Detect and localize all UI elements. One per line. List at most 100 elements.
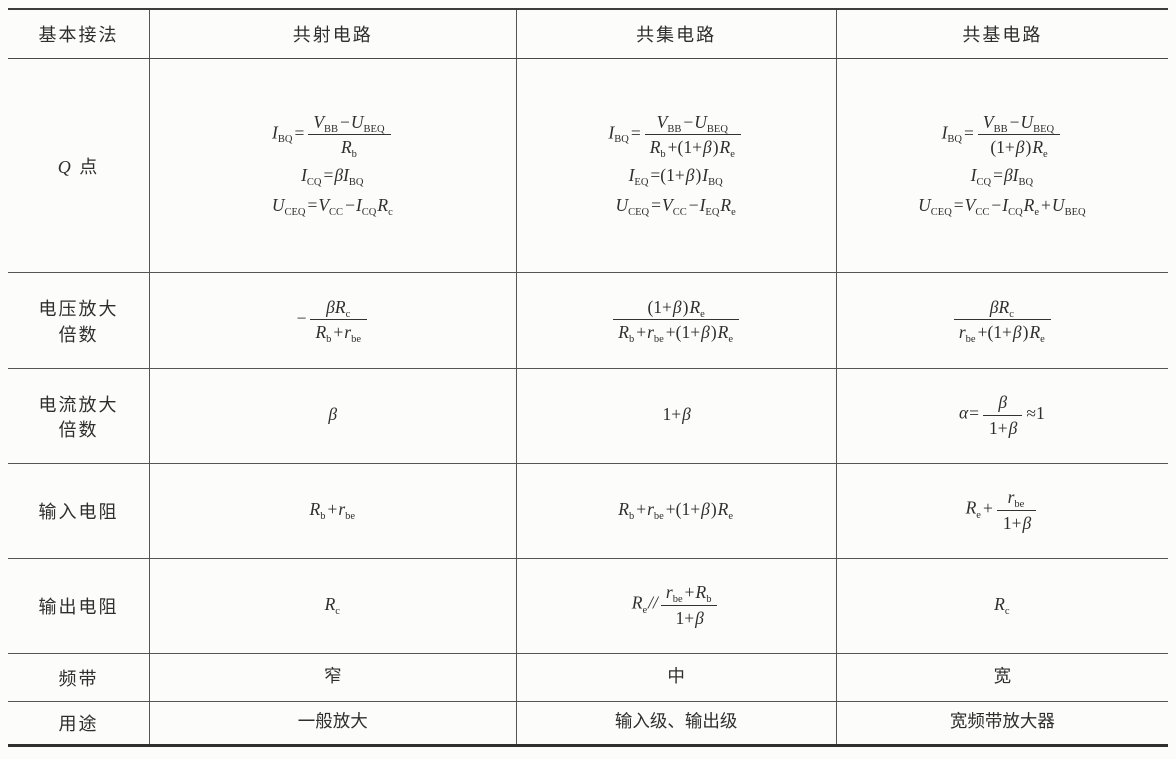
formula-token: β [334, 165, 344, 186]
formula-token: + [636, 322, 647, 342]
formula-token: + [1041, 195, 1051, 216]
formula-cell: Rb +rbe +(1+β)Re [516, 463, 837, 559]
formula-token: R [717, 322, 729, 342]
subscript: EQ [705, 206, 720, 218]
formula-token: U [694, 112, 707, 132]
formula-token: r [665, 582, 673, 603]
subscript: c [345, 308, 351, 320]
formula-token: 宽频带放大器 [949, 711, 1055, 732]
fraction: (1+β)Re Rb +rbe +(1+β)Re [613, 296, 740, 345]
formula-token: U [271, 195, 285, 216]
subscript: be [345, 510, 356, 522]
formula-token: ) [695, 165, 702, 186]
fraction: VBB −UBEQ Rb +(1+β)Re [644, 112, 741, 160]
formula-cell: Re//rbe +Rb 1+β [516, 558, 837, 654]
formula-token: R [334, 296, 346, 317]
formula-token: = [964, 122, 974, 143]
formula-token: 输入级、输出级 [614, 711, 738, 732]
row-label: 输入电阻 [8, 463, 151, 559]
formula-token: β [701, 499, 710, 520]
formula-token: V [656, 112, 668, 132]
formula-token: V [982, 112, 994, 132]
formula-token: ≈1 [1026, 403, 1045, 424]
subscript: BB [324, 123, 339, 135]
formula-token: = [969, 403, 980, 424]
row-label: 电压放大 倍数 [8, 272, 151, 369]
formula-token: β [701, 322, 710, 342]
subscript: CEQ [628, 206, 650, 218]
formula-cell: Rc [836, 559, 1168, 654]
formula-token: β [328, 404, 338, 425]
subscript: CQ [976, 176, 992, 188]
formula-token: R [965, 498, 977, 519]
formula-token: ) [1022, 322, 1029, 342]
formula-token: 倍数 [58, 420, 99, 440]
formula-token: I [699, 195, 706, 216]
formula-token: V [318, 195, 330, 216]
formula-token: V [964, 195, 976, 216]
formula-token: R [315, 322, 327, 342]
row-label: Q 点 [8, 58, 151, 273]
formula-token: = [307, 195, 318, 216]
formula-token: β [1015, 137, 1025, 158]
formula-token: I [608, 122, 615, 143]
formula-token: − [340, 112, 350, 132]
formula-token: r [958, 322, 966, 342]
formula-token: β [326, 296, 335, 317]
formula-token: 1+ [675, 607, 695, 628]
subscript: BEQ [1033, 123, 1055, 135]
formula-token: 宽 [993, 665, 1012, 686]
formula-token: 电压放大 [38, 299, 119, 319]
formula-token: =(1+ [650, 165, 685, 186]
subscript: BQ [277, 134, 293, 146]
subscript: CQ [306, 176, 322, 188]
formula-token: β [998, 392, 1008, 413]
subscript: BQ [708, 176, 723, 188]
table-row: 输入电阻 Rb +rbe Rb +rbe +(1+β)Re Re + rbe 1+β [8, 463, 1168, 559]
subscript: BQ [1018, 176, 1034, 188]
formula-token: β [685, 165, 695, 186]
subscript: e [1040, 333, 1045, 345]
subscript: CQ [1008, 206, 1023, 218]
formula-token: β [702, 137, 712, 158]
formula-token: 输出电阻 [38, 597, 119, 618]
fraction: rbe 1+β [996, 487, 1037, 533]
subscript: be [653, 333, 664, 345]
formula-token: I [355, 195, 362, 216]
formula-token: R [618, 322, 629, 342]
formula-token: 频带 [58, 668, 99, 689]
subscript: BQ [947, 134, 963, 146]
formula-cell: IBQ = VBB −UBEQ (1+β)Re ICQ =βIBQ UCEQ =VCC −ICQR… [836, 59, 1168, 273]
formula-cell: Re + rbe 1+β [836, 464, 1168, 559]
subscript: b [628, 333, 635, 345]
formula-token: R [1032, 137, 1044, 158]
subscript: e [1034, 206, 1040, 218]
formula-token: R [631, 593, 643, 614]
row-label: 输出电阻 [8, 558, 151, 654]
formula-token: U [350, 112, 364, 132]
table-row: 电流放大 倍数 β 1+β α= β 1+β ≈1 [8, 368, 1168, 464]
formula-token: I [272, 122, 278, 143]
formula-token: ) [1025, 137, 1032, 158]
subscript: b [706, 594, 712, 606]
formula-token: 1+ [662, 404, 682, 425]
formula-token: R [719, 137, 731, 158]
formula-token: R [1029, 322, 1041, 342]
formula-token: 用途 [58, 714, 99, 735]
formula-token: R [309, 499, 321, 520]
formula-cell: 1+β [516, 368, 837, 464]
subscript: b [320, 510, 326, 522]
fraction: rbe +Rb 1+β [660, 582, 718, 628]
header-row: 基本接法 共射电路 共集电路 共基电路 [8, 9, 1168, 59]
header-common-collector: 共集电路 [516, 9, 837, 59]
subscript: e [1043, 148, 1048, 160]
subscript: BQ [348, 176, 364, 188]
formula-cell: β [149, 368, 517, 464]
formula-token: β [672, 296, 682, 317]
formula-token: ) [710, 322, 717, 342]
subscript: b [628, 510, 635, 522]
formula-token: β [1003, 165, 1013, 186]
formula-token: I [970, 165, 977, 186]
subscript: be [672, 594, 683, 606]
formula-token: = [651, 195, 661, 216]
